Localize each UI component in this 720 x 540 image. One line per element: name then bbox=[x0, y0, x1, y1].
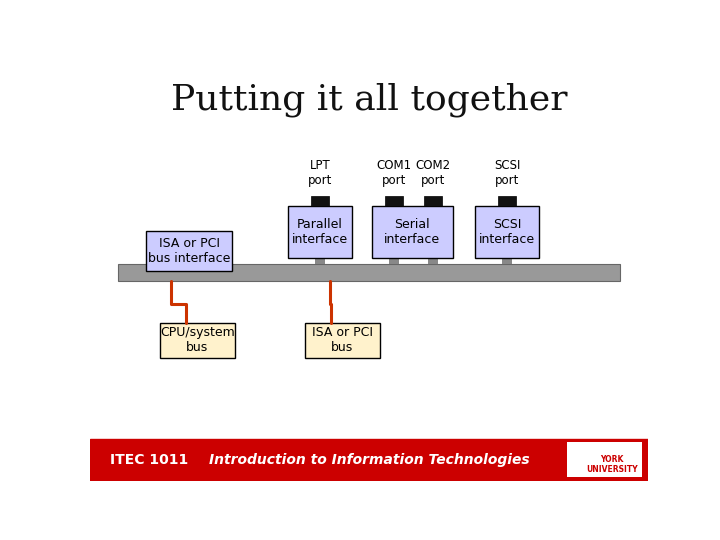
Bar bbox=[475, 206, 539, 258]
Bar bbox=[90, 439, 648, 481]
Bar bbox=[498, 196, 516, 206]
Bar bbox=[372, 206, 453, 258]
Bar bbox=[567, 442, 642, 477]
Text: ISA or PCI
bus: ISA or PCI bus bbox=[312, 326, 373, 354]
Text: Serial
interface: Serial interface bbox=[384, 218, 441, 246]
Bar bbox=[311, 196, 329, 206]
Text: LPT
port: LPT port bbox=[308, 159, 333, 187]
Text: CPU/system
bus: CPU/system bus bbox=[160, 326, 235, 354]
Bar bbox=[145, 231, 233, 271]
Bar bbox=[385, 196, 403, 206]
Bar bbox=[305, 322, 380, 358]
Text: Parallel
interface: Parallel interface bbox=[292, 218, 348, 246]
Text: YORK
UNIVERSITY: YORK UNIVERSITY bbox=[586, 455, 637, 475]
Bar bbox=[288, 206, 352, 258]
Text: Putting it all together: Putting it all together bbox=[171, 83, 567, 117]
Bar bbox=[160, 322, 235, 358]
Text: COM2
port: COM2 port bbox=[415, 159, 451, 187]
Text: Introduction to Information Technologies: Introduction to Information Technologies bbox=[209, 453, 529, 467]
Text: ITEC 1011: ITEC 1011 bbox=[109, 453, 188, 467]
Text: ISA or PCI
bus interface: ISA or PCI bus interface bbox=[148, 237, 230, 265]
Bar bbox=[315, 206, 325, 265]
Bar bbox=[424, 196, 442, 206]
Bar bbox=[118, 265, 620, 281]
Text: SCSI
port: SCSI port bbox=[494, 159, 521, 187]
Bar bbox=[428, 206, 438, 265]
Bar bbox=[389, 206, 399, 265]
Text: SCSI
interface: SCSI interface bbox=[479, 218, 535, 246]
Bar bbox=[502, 206, 512, 265]
Text: COM1
port: COM1 port bbox=[377, 159, 412, 187]
